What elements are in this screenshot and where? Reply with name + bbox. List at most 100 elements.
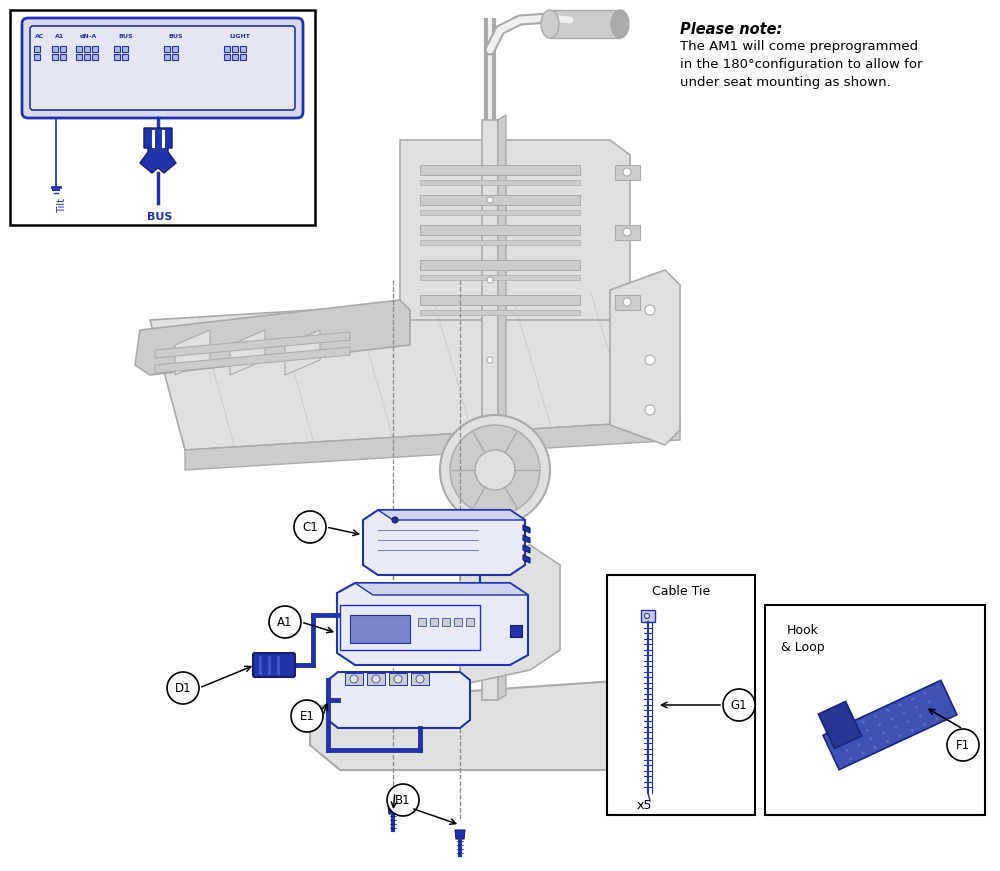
Text: BUS: BUS xyxy=(169,33,183,38)
Polygon shape xyxy=(523,545,530,553)
Circle shape xyxy=(450,425,540,515)
Bar xyxy=(172,54,178,60)
Bar xyxy=(420,180,580,185)
Circle shape xyxy=(866,729,869,732)
Circle shape xyxy=(845,749,848,752)
Text: G1: G1 xyxy=(731,699,747,712)
Circle shape xyxy=(935,717,938,720)
Circle shape xyxy=(487,497,493,503)
Bar xyxy=(340,605,480,650)
Text: E1: E1 xyxy=(300,710,314,723)
Bar xyxy=(454,618,462,626)
Bar xyxy=(232,54,238,60)
Circle shape xyxy=(387,784,419,816)
Bar xyxy=(389,673,407,685)
FancyBboxPatch shape xyxy=(253,653,295,677)
Text: & Loop: & Loop xyxy=(781,640,825,653)
Circle shape xyxy=(372,675,380,683)
Bar xyxy=(420,210,580,215)
Polygon shape xyxy=(498,115,506,700)
Circle shape xyxy=(915,706,918,709)
Polygon shape xyxy=(155,332,350,358)
Text: BUS: BUS xyxy=(147,212,173,222)
Text: Cable Tie: Cable Tie xyxy=(652,584,710,598)
Circle shape xyxy=(350,675,358,683)
Circle shape xyxy=(394,675,402,683)
Circle shape xyxy=(849,757,852,760)
Bar xyxy=(420,195,580,205)
Text: Tilt: Tilt xyxy=(57,198,67,213)
Polygon shape xyxy=(482,120,498,700)
Polygon shape xyxy=(823,680,957,770)
Text: A1: A1 xyxy=(277,616,293,629)
Bar xyxy=(615,165,640,180)
Circle shape xyxy=(886,709,889,712)
Circle shape xyxy=(645,405,655,415)
Bar xyxy=(350,615,410,643)
Bar xyxy=(442,618,450,626)
Circle shape xyxy=(854,734,857,738)
Text: C1: C1 xyxy=(302,521,318,534)
Text: AC: AC xyxy=(35,33,45,38)
Circle shape xyxy=(294,511,326,543)
Bar xyxy=(92,46,98,52)
Bar xyxy=(164,46,170,52)
Bar xyxy=(420,310,580,315)
Bar xyxy=(615,295,640,310)
Text: B1: B1 xyxy=(395,793,411,807)
Bar xyxy=(60,46,66,52)
Polygon shape xyxy=(155,347,350,373)
Bar xyxy=(164,54,170,60)
Circle shape xyxy=(723,689,755,721)
Circle shape xyxy=(392,517,398,523)
Circle shape xyxy=(870,738,873,740)
Bar xyxy=(122,54,128,60)
Polygon shape xyxy=(388,805,398,814)
Circle shape xyxy=(623,228,631,236)
FancyBboxPatch shape xyxy=(30,26,295,110)
Polygon shape xyxy=(150,290,680,450)
Circle shape xyxy=(487,357,493,363)
Circle shape xyxy=(487,277,493,283)
Polygon shape xyxy=(523,525,530,533)
Text: dN-A: dN-A xyxy=(79,33,97,38)
Bar xyxy=(607,575,755,815)
Bar xyxy=(114,46,120,52)
Bar xyxy=(34,54,40,60)
Circle shape xyxy=(475,450,515,490)
Bar xyxy=(10,10,315,225)
Polygon shape xyxy=(523,555,530,563)
FancyBboxPatch shape xyxy=(22,18,303,118)
Circle shape xyxy=(645,305,655,315)
Circle shape xyxy=(861,752,864,754)
Bar xyxy=(240,46,246,52)
Bar xyxy=(420,295,580,305)
Bar xyxy=(224,46,230,52)
Polygon shape xyxy=(363,510,525,575)
Bar xyxy=(34,46,40,52)
Circle shape xyxy=(841,740,844,744)
Bar xyxy=(765,605,985,815)
Polygon shape xyxy=(378,510,525,520)
Bar xyxy=(615,225,640,240)
Bar xyxy=(420,240,580,245)
Polygon shape xyxy=(230,330,265,375)
Bar xyxy=(345,673,363,685)
Bar xyxy=(510,625,522,637)
Circle shape xyxy=(644,613,650,618)
Circle shape xyxy=(623,168,631,176)
Polygon shape xyxy=(337,583,528,665)
Circle shape xyxy=(874,715,877,718)
Circle shape xyxy=(645,355,655,365)
Bar xyxy=(550,10,620,38)
Bar xyxy=(84,46,90,52)
Circle shape xyxy=(947,729,979,761)
Text: Please note:: Please note: xyxy=(680,22,782,37)
Circle shape xyxy=(898,734,901,738)
Bar xyxy=(411,673,429,685)
Circle shape xyxy=(623,298,631,306)
Text: LIGHT: LIGHT xyxy=(230,33,250,38)
Polygon shape xyxy=(460,545,560,685)
Bar xyxy=(418,618,426,626)
Circle shape xyxy=(487,557,493,563)
